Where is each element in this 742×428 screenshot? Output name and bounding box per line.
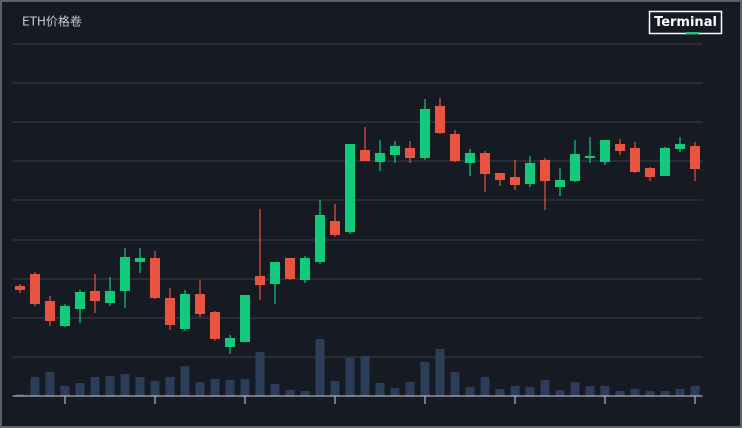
candle-body: [285, 258, 295, 279]
candle-body: [480, 153, 490, 174]
volume-bar: [630, 389, 640, 396]
volume-bar: [480, 377, 490, 396]
volume-bar: [435, 349, 445, 396]
volume-bar: [450, 372, 460, 396]
chart-title: ETH价格卷: [22, 14, 82, 29]
volume-bar: [120, 374, 130, 396]
volume-bar: [300, 391, 310, 396]
volume-bar: [390, 388, 400, 396]
candle-body: [30, 274, 40, 304]
volume-bar: [690, 386, 700, 396]
volume-bar: [165, 377, 175, 396]
volume-bar: [600, 386, 610, 396]
candle-body: [570, 154, 580, 181]
volume-bar: [240, 379, 250, 396]
volume-bar: [360, 356, 370, 396]
candle-body: [675, 144, 685, 149]
candle-body: [690, 146, 700, 169]
candle-body: [15, 286, 25, 290]
volume-bar: [525, 387, 535, 396]
candle-body: [135, 258, 145, 262]
candle-body: [510, 177, 520, 185]
volume-bar: [420, 362, 430, 396]
volume-bar: [210, 379, 220, 396]
volume-bar: [75, 383, 85, 396]
candle-body: [330, 221, 340, 235]
volume-bar: [405, 382, 415, 396]
volume-bar: [330, 381, 340, 396]
candle-body: [420, 109, 430, 158]
volume-bar: [255, 352, 265, 396]
candle-body: [615, 144, 625, 151]
candle-body: [300, 258, 310, 280]
candle-body: [660, 148, 670, 176]
candle-body: [555, 180, 565, 187]
candle-body: [585, 156, 595, 158]
candle-body: [540, 160, 550, 181]
volume-bar: [180, 366, 190, 396]
candle-body: [645, 168, 655, 177]
volume-bar: [585, 386, 595, 396]
candle-body: [165, 298, 175, 325]
volume-bar: [510, 386, 520, 396]
candle-body: [360, 150, 370, 161]
badge-frame: [648, 10, 723, 35]
volume-bar: [30, 377, 40, 396]
volume-bar: [495, 389, 505, 396]
volume-bar: [135, 377, 145, 396]
candle-body: [210, 312, 220, 339]
candle-body: [195, 294, 205, 314]
volume-bar: [660, 391, 670, 396]
candle-body: [630, 148, 640, 172]
candle-body: [315, 215, 325, 262]
candle-body: [600, 140, 610, 162]
candle-body: [120, 257, 130, 291]
candle-body: [525, 163, 535, 184]
candle-body: [435, 106, 445, 133]
volume-bar: [105, 376, 115, 396]
volume-bar: [375, 383, 385, 396]
candle-body: [495, 173, 505, 180]
volume-bar: [90, 377, 100, 396]
volume-bar: [615, 391, 625, 396]
candle-body: [405, 148, 415, 158]
volume-bar: [270, 384, 280, 396]
candle-body: [225, 338, 235, 347]
volume-bar: [540, 380, 550, 396]
candle-body: [270, 262, 280, 284]
volume-bar: [555, 390, 565, 396]
volume-bar: [60, 386, 70, 396]
candle-body: [240, 295, 250, 342]
volume-bar: [645, 391, 655, 396]
candle-body: [105, 291, 115, 303]
candle-body: [375, 153, 385, 162]
candle-body: [90, 291, 100, 301]
candle-body: [45, 301, 55, 321]
candle-body: [450, 134, 460, 161]
volume-bar: [15, 394, 25, 396]
volume-bar: [195, 382, 205, 396]
volume-bar: [285, 390, 295, 396]
candle-body: [75, 292, 85, 309]
candle-body: [180, 294, 190, 329]
volume-bar: [570, 382, 580, 396]
candle-body: [60, 306, 70, 326]
candle-body: [465, 153, 475, 163]
badge: Terminal: [654, 15, 717, 30]
candle-body: [390, 146, 400, 155]
candle-body: [345, 144, 355, 232]
volume-bar: [675, 389, 685, 396]
volume-bar: [45, 372, 55, 396]
volume-bar: [225, 380, 235, 396]
candle-body: [150, 258, 160, 298]
volume-bar: [150, 381, 160, 396]
volume-bar: [345, 358, 355, 396]
volume-bar: [315, 339, 325, 396]
volume-bar: [465, 387, 475, 396]
candle-body: [255, 276, 265, 285]
